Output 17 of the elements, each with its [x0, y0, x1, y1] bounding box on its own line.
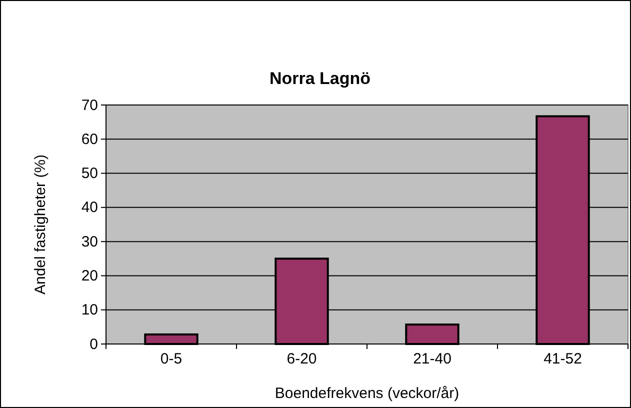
y-tick-label: 70	[81, 96, 98, 114]
x-axis-title: Boendefrekvens (veckor/år)	[274, 385, 460, 402]
x-tick-label: 6-20	[286, 350, 317, 368]
y-tick-label: 20	[81, 268, 98, 285]
y-tick-label: 30	[81, 233, 98, 250]
x-tick-label: 0-5	[160, 350, 182, 368]
y-tick-label: 0	[90, 336, 98, 353]
x-tick-label: 41-52	[544, 350, 582, 368]
bar	[144, 333, 198, 345]
x-tick-label: 21-40	[413, 350, 452, 368]
y-tick-label: 40	[81, 199, 98, 216]
bar	[405, 324, 460, 345]
y-axis-title: Andel fastigheter (%)	[32, 154, 49, 295]
y-tick-label: 60	[81, 130, 98, 148]
y-tick-label: 10	[81, 302, 98, 319]
y-tick-label: 50	[81, 165, 98, 182]
chart-title: Norra Lagnö	[269, 69, 371, 88]
